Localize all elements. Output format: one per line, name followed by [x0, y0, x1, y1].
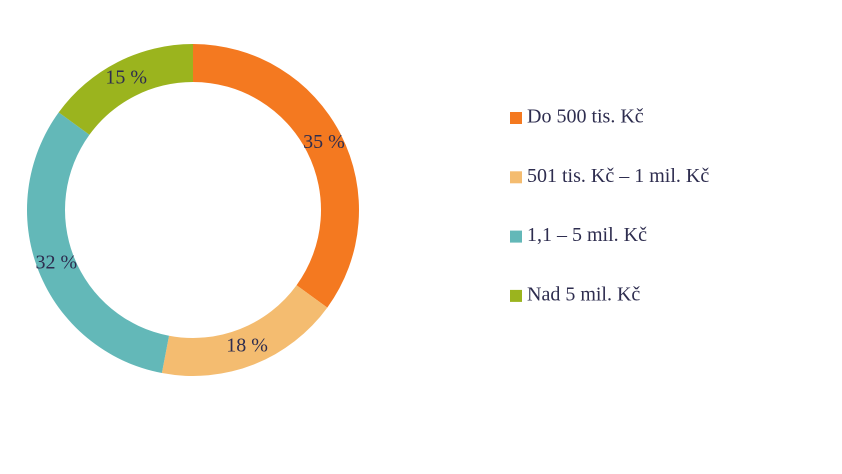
legend-label: 1,1 – 5 mil. Kč: [527, 224, 647, 246]
data-label: 32 %: [35, 252, 77, 274]
donut-slice: [193, 44, 359, 308]
data-label: 35 %: [303, 131, 345, 153]
legend-label: Nad 5 mil. Kč: [527, 283, 640, 305]
donut-slice: [26, 112, 170, 374]
data-label: 15 %: [105, 67, 147, 89]
legend-swatch: [510, 112, 522, 124]
donut-slice: [161, 285, 328, 376]
data-label: 18 %: [226, 334, 268, 356]
legend-swatch: [510, 289, 522, 302]
legend-swatch: [510, 230, 522, 243]
legend-swatch: [510, 171, 522, 184]
donut-slice: [58, 43, 193, 135]
legend-label: 501 tis. Kč – 1 mil. Kč: [527, 165, 709, 187]
legend-label: Do 500 tis. Kč: [527, 106, 644, 128]
